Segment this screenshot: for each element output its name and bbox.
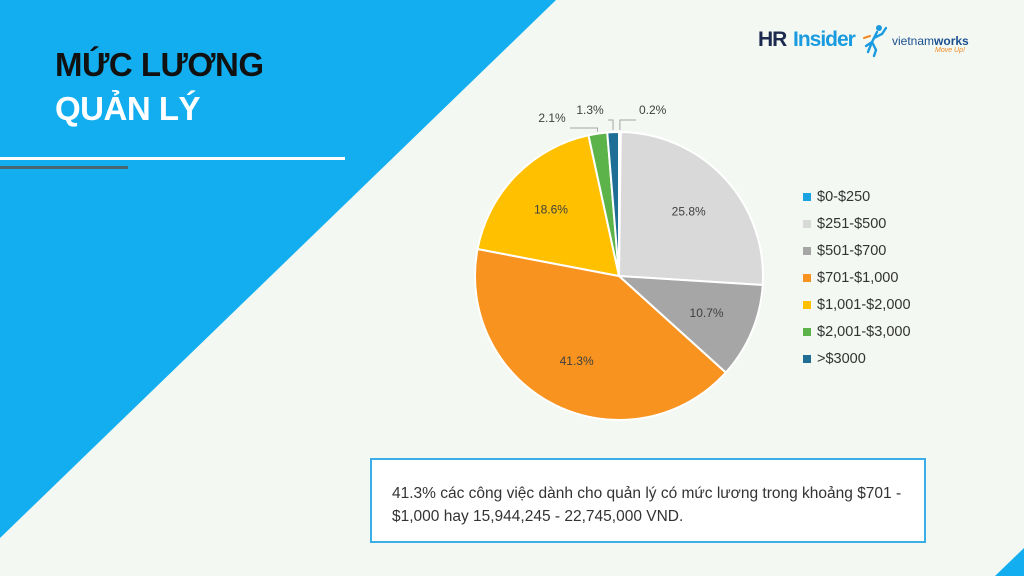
pie-label-0: 0.2%: [639, 103, 667, 117]
pie-slice-4: [476, 134, 621, 278]
legend-item: $251-$500: [803, 210, 911, 237]
legend-label: $501-$700: [817, 242, 887, 259]
pie-slice-3: [474, 247, 728, 421]
pie-label-3: 41.3%: [560, 354, 594, 368]
note-box: 41.3% các công việc dành cho quản lý có …: [370, 458, 926, 543]
legend-swatch: [803, 354, 811, 363]
running-figure-icon: [863, 25, 888, 58]
pie-chart: 0.2% 25.8% 10.7% 41.3% 18.6% 2.1% 1.3%: [474, 103, 764, 421]
legend-swatch: [803, 219, 811, 228]
pie-label-2: 10.7%: [690, 306, 724, 320]
slide-title-line-2: QUẢN LÝ: [55, 90, 201, 127]
legend-label: >$3000: [817, 350, 866, 367]
blue-corner-triangle: [995, 548, 1024, 576]
legend-swatch: [803, 246, 811, 255]
legend-item: >$3000: [803, 345, 911, 372]
title-underline: [0, 157, 345, 160]
legend-item: $701-$1,000: [803, 264, 911, 291]
chart-legend: $0-$250 $251-$500 $501-$700 $701-$1,000 $1,0…: [803, 183, 911, 372]
legend-swatch: [803, 300, 811, 309]
logo-insider-text: Insider: [793, 28, 856, 51]
pie-label-5: 2.1%: [538, 111, 566, 125]
legend-label: $1,001-$2,000: [817, 296, 911, 313]
blue-diagonal-panel: [0, 0, 556, 538]
slide-title-line-1: MỨC LƯƠNG: [55, 46, 264, 83]
legend-swatch: [803, 327, 811, 336]
brand-logo: HR Insider vietnamworks Move Up!: [758, 22, 973, 62]
pie-label-1: 25.8%: [672, 204, 706, 218]
legend-label: $2,001-$3,000: [817, 323, 911, 340]
pie-slice-2: [616, 274, 764, 374]
pie-leader-line-0: [619, 119, 636, 131]
legend-item: $2,001-$3,000: [803, 318, 911, 345]
legend-item: $0-$250: [803, 183, 911, 210]
legend-label: $0-$250: [817, 188, 871, 205]
legend-swatch: [803, 273, 811, 282]
logo-tagline: Move Up!: [935, 47, 965, 54]
pie-label-6: 1.3%: [576, 103, 604, 117]
legend-swatch: [803, 192, 811, 201]
legend-item: $501-$700: [803, 237, 911, 264]
logo-hr-text: HR: [758, 28, 787, 51]
pie-slice-6: [606, 130, 620, 277]
logo-vnw-bold: works: [934, 34, 969, 48]
legend-item: $1,001-$2,000: [803, 291, 911, 318]
pie-label-4: 18.6%: [534, 203, 568, 217]
title-accent-line: [0, 166, 128, 169]
pie-slice-1: [617, 130, 764, 287]
legend-label: $701-$1,000: [817, 269, 899, 286]
pie-leader-line-5: [570, 127, 599, 132]
logo-vnw-light: vietnam: [892, 34, 935, 48]
legend-label: $251-$500: [817, 215, 887, 232]
pie-leader-line-6: [608, 119, 614, 131]
note-text: 41.3% các công việc dành cho quản lý có …: [392, 485, 902, 525]
logo-vietnamworks-text: vietnamworks: [892, 34, 969, 48]
